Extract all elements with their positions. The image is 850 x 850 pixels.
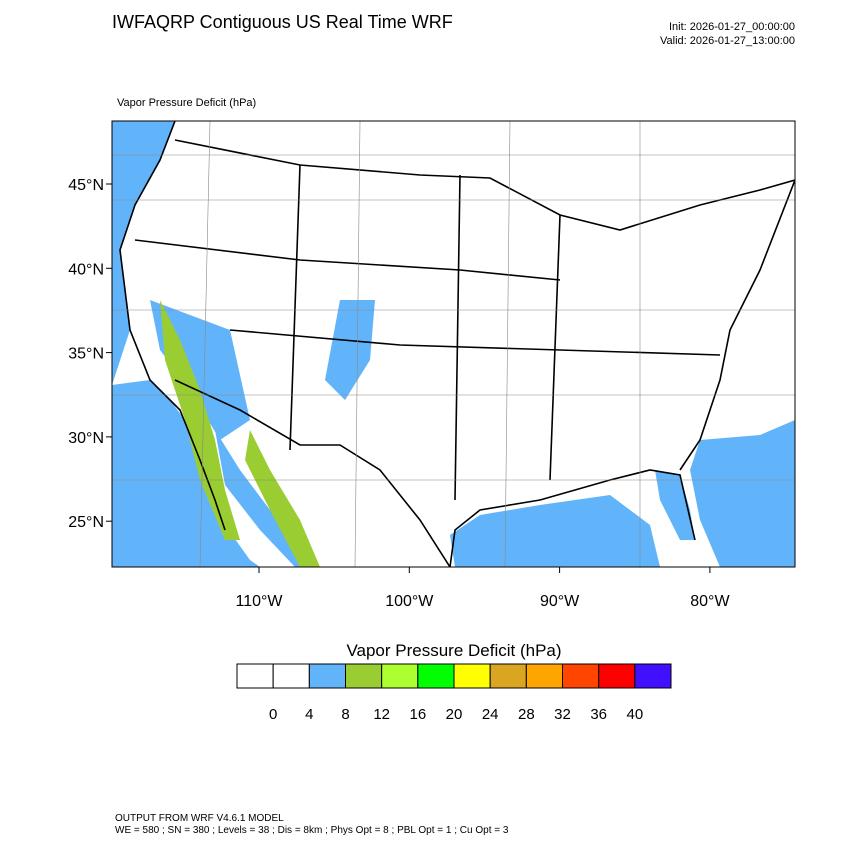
colorbar-box — [562, 663, 600, 689]
colorbar-box — [453, 663, 491, 689]
lat-label: 30°N — [68, 430, 104, 447]
lat-label: 35°N — [68, 346, 104, 363]
colorbar-box — [236, 663, 274, 689]
title: IWFAQRP Contiguous US Real Time WRF — [112, 12, 453, 32]
colorbar-box — [525, 663, 563, 689]
colorbar-label: 40 — [626, 706, 643, 723]
colorbar: 0 4 8 12 16 20 24 28 32 36 40 — [236, 663, 672, 723]
lat-label: 25°N — [68, 514, 104, 531]
lon-label: 90°W — [540, 593, 580, 610]
colorbar-label: 0 — [269, 706, 277, 723]
colorbar-box — [308, 663, 347, 689]
colorbar-box — [272, 663, 310, 689]
footer-line: OUTPUT FROM WRF V4.6.1 MODEL — [115, 813, 284, 824]
colorbar-box — [634, 663, 672, 689]
lon-label: 100°W — [385, 593, 434, 610]
colorbar-box — [417, 663, 455, 689]
lon-label: 110°W — [235, 593, 283, 610]
colorbar-title: Vapor Pressure Deficit (hPa) — [346, 641, 561, 660]
map: 45°N 40°N 35°N 30°N 25°N 110°W 100°W 90°W 80°W — [68, 120, 796, 610]
colorbar-label: 4 — [305, 706, 313, 723]
colorbar-label: 28 — [518, 706, 535, 723]
colorbar-label: 16 — [409, 706, 426, 723]
lon-label: 80°W — [690, 593, 730, 610]
footer-line: WE = 580 ; SN = 380 ; Levels = 38 ; Dis … — [115, 825, 509, 836]
lat-label: 45°N — [68, 177, 104, 194]
colorbar-label: 20 — [446, 706, 463, 723]
valid-time: Valid: 2026-01-27_13:00:00 — [660, 35, 795, 47]
colorbar-box — [381, 663, 419, 689]
colorbar-label: 24 — [482, 706, 499, 723]
colorbar-label: 36 — [590, 706, 607, 723]
lon-axis: 110°W 100°W 90°W 80°W — [235, 567, 730, 610]
colorbar-box — [345, 663, 383, 689]
field-label: Vapor Pressure Deficit (hPa) — [117, 97, 256, 109]
lat-axis: 45°N 40°N 35°N 30°N 25°N — [68, 177, 112, 531]
colorbar-box — [489, 663, 527, 689]
colorbar-label: 12 — [373, 706, 390, 723]
colorbar-box — [598, 663, 636, 689]
colorbar-label: 8 — [341, 706, 349, 723]
init-time: Init: 2026-01-27_00:00:00 — [669, 21, 795, 33]
colorbar-label: 32 — [554, 706, 571, 723]
lat-label: 40°N — [68, 261, 104, 278]
